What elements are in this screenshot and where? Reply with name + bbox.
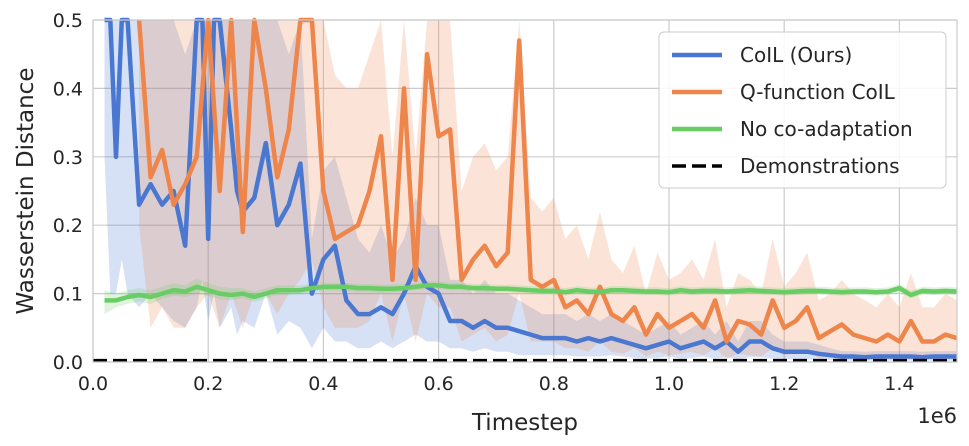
tick-labels: 0.0 0.1 0.2 0.3 0.4 0.5 0.0 0.2 0.4 0.6 0.8 1.0 1.2 1…	[53, 10, 915, 395]
y-tick-label: 0.3	[53, 147, 83, 169]
y-tick-label: 0.4	[53, 78, 83, 100]
line-no-co-adaptation	[104, 283, 958, 303]
x-tick-label: 1.0	[654, 373, 684, 395]
x-tick-label: 0.4	[308, 373, 338, 395]
legend-label-no-co-adaptation: No co-adaptation	[740, 117, 913, 141]
x-tick-label: 0.0	[78, 373, 108, 395]
x-tick-label: 1.2	[769, 373, 799, 395]
legend-label-demonstrations: Demonstrations	[740, 154, 900, 178]
x-tick-label: 0.8	[539, 373, 569, 395]
legend: CoIL (Ours) Q-function CoIL No co-adaptati…	[658, 31, 947, 189]
y-tick-label: 0.2	[53, 215, 83, 237]
legend-label-q-function-coil: Q-function CoIL	[740, 80, 896, 104]
plot-frame	[92, 19, 958, 363]
legend-box	[658, 31, 947, 189]
band-q-function-coil	[139, 20, 958, 359]
y-axis-title: Wasserstein Distance	[13, 68, 39, 315]
legend-label-coil-ours: CoIL (Ours)	[740, 43, 852, 67]
x-tick-label: 0.2	[193, 373, 223, 395]
x-offset-label: 1e6	[917, 404, 957, 428]
x-axis-title: Timestep	[471, 410, 578, 436]
x-tick-label: 0.6	[423, 373, 453, 395]
y-tick-label: 0.5	[53, 10, 83, 32]
gridlines	[92, 19, 957, 363]
line-q-function-coil	[136, 17, 958, 344]
y-tick-label: 0.1	[53, 284, 83, 306]
y-tick-label: 0.0	[53, 352, 83, 374]
x-tick-label: 1.4	[884, 373, 914, 395]
